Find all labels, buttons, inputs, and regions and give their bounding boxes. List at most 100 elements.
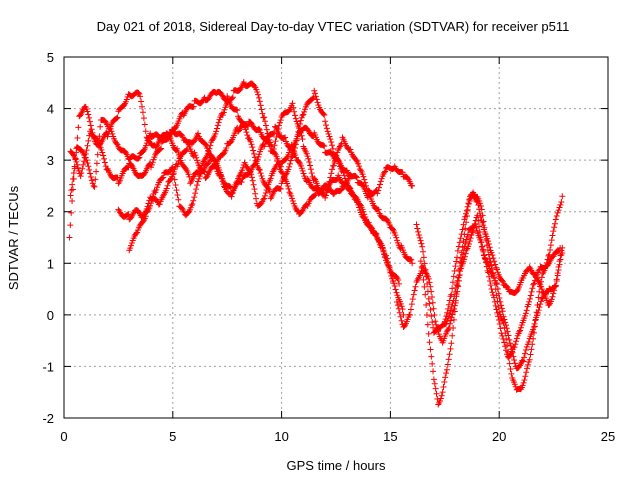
data-point [348, 188, 355, 195]
data-point [421, 260, 428, 267]
data-point [523, 307, 530, 314]
data-point [256, 125, 263, 132]
data-point [489, 252, 496, 259]
data-point [297, 117, 304, 124]
data-point [520, 358, 527, 365]
data-point [323, 125, 330, 132]
data-point [420, 248, 427, 255]
data-point [531, 323, 538, 330]
data-point [477, 234, 484, 241]
data-point [66, 234, 73, 241]
data-point [440, 383, 447, 390]
data-point [507, 366, 514, 373]
data-point [326, 133, 333, 140]
data-point [207, 142, 214, 149]
y-tick-label: 0 [47, 308, 54, 323]
data-point [138, 98, 145, 105]
data-point [72, 156, 79, 163]
data-point [292, 115, 299, 122]
data-point [422, 266, 429, 273]
data-point [486, 278, 493, 285]
data-point [212, 130, 219, 137]
data-point [93, 168, 100, 175]
data-point [245, 123, 252, 130]
data-point [462, 250, 469, 257]
data-point [143, 142, 150, 149]
data-point [375, 187, 382, 194]
data-point [423, 301, 430, 308]
y-tick-label: 3 [47, 153, 54, 168]
data-point [392, 232, 399, 239]
data-point [299, 112, 306, 119]
x-tick-label: 20 [492, 429, 506, 444]
data-point [530, 335, 537, 342]
data-point [430, 324, 437, 331]
axes: 0 5 10 15 20 25 -2 -1 0 1 2 3 4 5 [42, 50, 615, 444]
data-point [521, 376, 528, 383]
data-point [83, 147, 90, 154]
data-point [188, 202, 195, 209]
data-point [475, 202, 482, 209]
data-point [411, 287, 418, 294]
data-point [448, 340, 455, 347]
data-point [433, 321, 440, 328]
data-point [348, 172, 355, 179]
data-point [286, 107, 293, 114]
data-point [290, 104, 297, 111]
data-point [84, 142, 91, 149]
data-point [452, 263, 459, 270]
data-point [250, 181, 257, 188]
data-point [172, 182, 179, 189]
data-point [471, 193, 478, 200]
data-point [287, 157, 294, 164]
data-point [142, 213, 149, 220]
data-point [141, 170, 148, 177]
data-point [415, 232, 422, 239]
data-point [320, 142, 327, 149]
data-point [532, 316, 539, 323]
data-point [86, 114, 93, 121]
data-point [289, 146, 296, 153]
data-point [70, 169, 77, 176]
data-point [545, 252, 552, 259]
data-point [263, 126, 270, 133]
data-point [443, 313, 450, 320]
data-point [171, 176, 178, 183]
data-point [289, 197, 296, 204]
data-point [450, 316, 457, 323]
data-point [493, 292, 500, 299]
data-point [549, 293, 556, 300]
chart-title: Day 021 of 2018, Sidereal Day-to-day VTE… [97, 19, 570, 34]
data-point [270, 166, 277, 173]
data-point [487, 259, 494, 266]
data-point [546, 251, 553, 258]
data-point [444, 309, 451, 316]
data-point [365, 190, 372, 197]
data-point [558, 199, 565, 206]
data-point [530, 323, 537, 330]
y-tick-label: -1 [42, 359, 54, 374]
data-point [259, 110, 266, 117]
data-point [86, 166, 93, 173]
data-point [100, 152, 107, 159]
data-point [470, 224, 477, 231]
data-point [427, 306, 434, 313]
data-point [464, 203, 471, 210]
data-point [69, 176, 76, 183]
data-point [526, 295, 533, 302]
data-point [542, 265, 549, 272]
data-point [128, 240, 135, 247]
data-point [555, 207, 562, 214]
data-point [454, 282, 461, 289]
data-point [513, 338, 520, 345]
data-point [102, 118, 109, 125]
data-point [466, 196, 473, 203]
data-point [547, 247, 554, 254]
data-point [551, 220, 558, 227]
data-point [499, 332, 506, 339]
data-point [321, 112, 328, 119]
data-point [328, 170, 335, 177]
data-point [67, 192, 74, 199]
data-point [75, 164, 82, 171]
data-point [94, 136, 101, 143]
